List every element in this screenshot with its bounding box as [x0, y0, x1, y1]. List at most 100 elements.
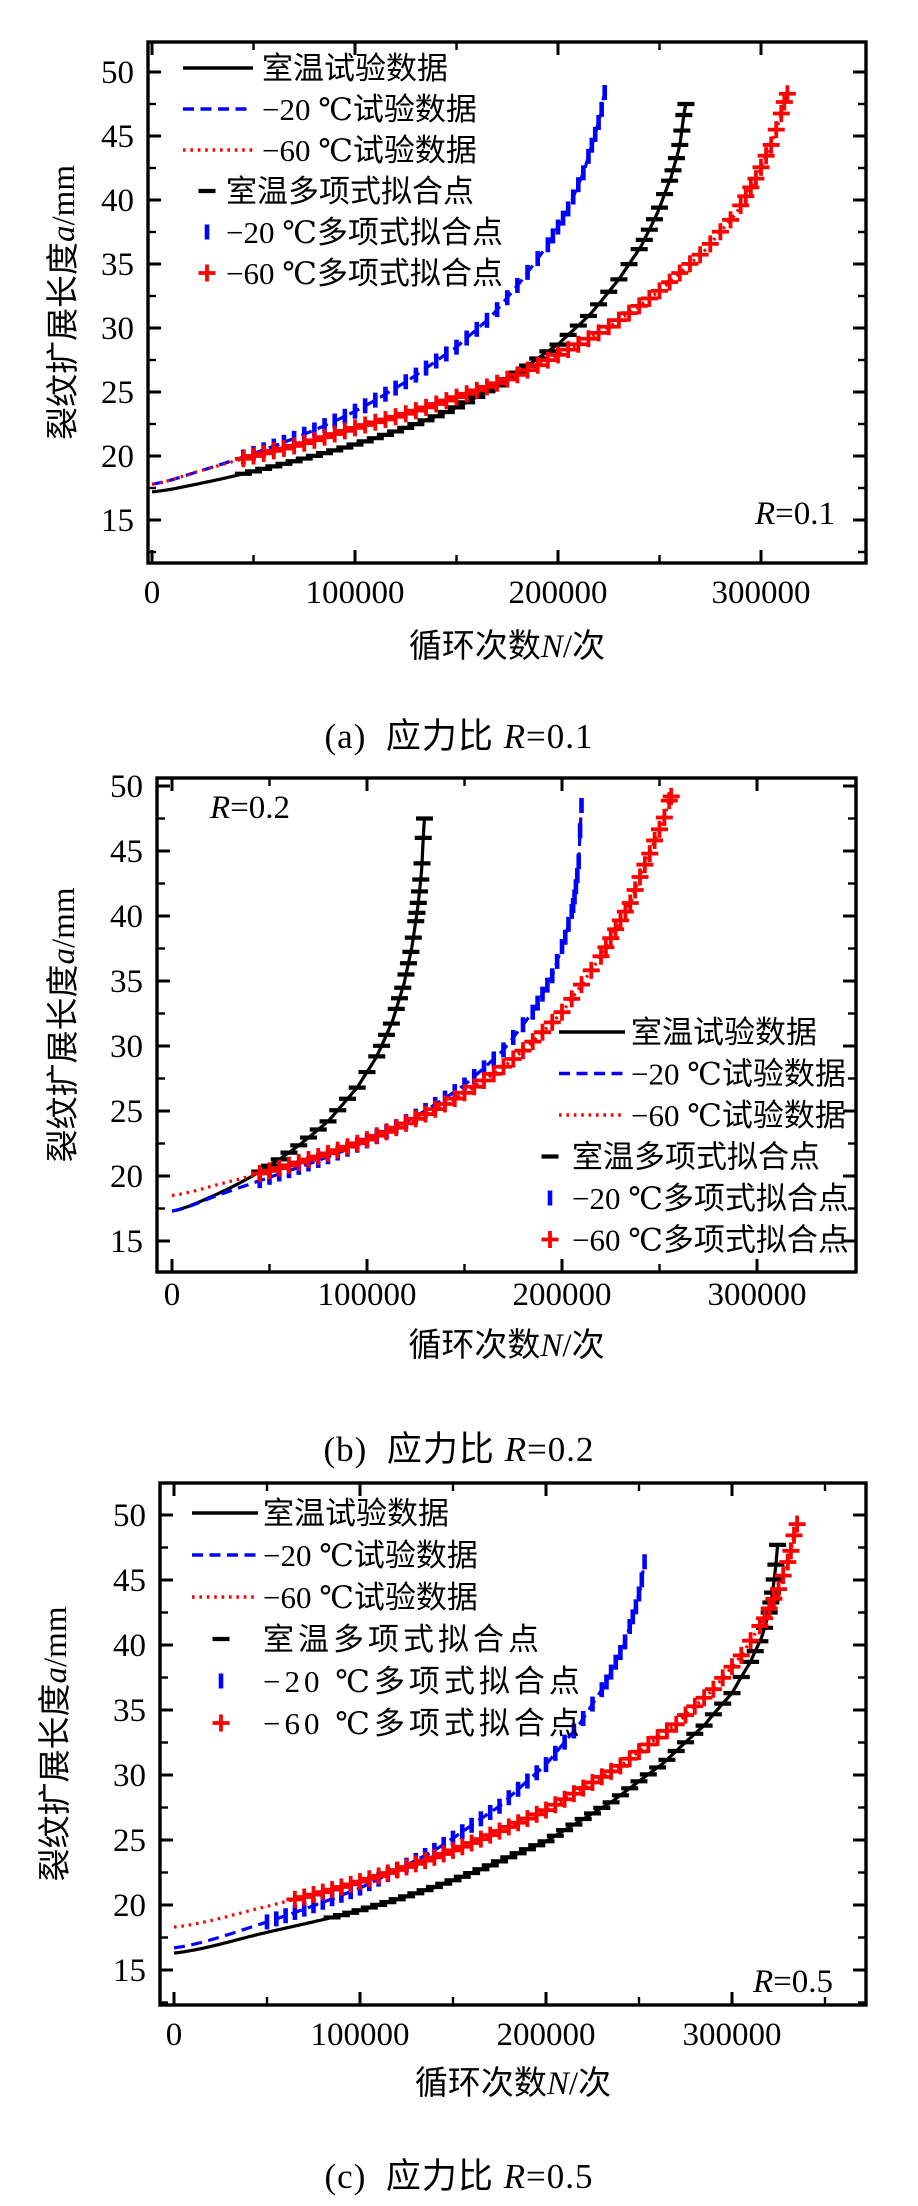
legend-item-label: −20 ℃多项式拟合点 — [263, 1664, 584, 1699]
x-tick-label-part: 300000 — [708, 1277, 807, 1313]
y-tick-label: 15 — [113, 1953, 146, 1989]
x-axis-title-part: /次 — [562, 1327, 604, 1364]
x-axis-title: 循环次数N/次 — [409, 628, 605, 665]
x-axis-title-part: N — [539, 1328, 564, 1364]
x-tick-label-part: 100000 — [318, 1277, 417, 1313]
chart-a-caption: (a) 应力比 R=0.1 — [0, 708, 918, 759]
y-tick-label: 25 — [113, 1823, 146, 1859]
legend-item-label: −20 ℃多项式拟合点 — [226, 215, 503, 250]
x-tick-label: 200000 — [513, 1277, 612, 1313]
legend-item-label-part: −20 ℃多项式拟合点 — [572, 1181, 849, 1216]
chart-c-caption: (c) 应力比 R=0.5 — [0, 2148, 918, 2199]
x-tick-label-part: 200000 — [509, 575, 608, 611]
y-tick-label: 45 — [101, 119, 134, 155]
x-tick-label-part: 300000 — [683, 2017, 782, 2053]
y-axis-title: 裂纹扩展长度a/mm — [45, 165, 82, 440]
legend-item-label: −20 ℃多项式拟合点 — [572, 1181, 849, 1216]
legend-item-label: 室温试验数据 — [262, 51, 448, 86]
y-tick-label: 40 — [101, 183, 134, 219]
y-axis-title: 裂纹扩展长度a/mm — [45, 887, 82, 1162]
x-tick-label-part: 0 — [166, 2017, 183, 2053]
y-axis-title-part: a — [46, 948, 82, 965]
x-tick-label: 300000 — [683, 2017, 782, 2053]
stress-ratio-annotation: R=0.2 — [209, 790, 290, 826]
x-axis-title-part: /次 — [569, 2065, 611, 2102]
legend-item-label-part: 室温多项式拟合点 — [572, 1140, 820, 1175]
x-tick-label: 0 — [166, 2017, 183, 2053]
legend-item-label: 室温试验数据 — [631, 1015, 817, 1050]
fit-markers-4 — [257, 798, 584, 1189]
x-tick-label-part: 0 — [144, 575, 161, 611]
y-tick-label: 20 — [110, 1159, 143, 1195]
y-tick-label-part: 40 — [101, 183, 134, 219]
stress-ratio-annotation-part: =0.1 — [775, 496, 835, 532]
chart-b-caption: (b) 应力比 R=0.2 — [0, 1421, 918, 1472]
y-tick-label: 40 — [110, 899, 143, 935]
x-tick-label: 300000 — [712, 575, 811, 611]
legend-item-label: −60 ℃多项式拟合点 — [572, 1223, 849, 1258]
x-tick-label: 100000 — [318, 1277, 417, 1313]
legend-item-label-part: −60 ℃多项式拟合点 — [226, 256, 503, 291]
y-tick-label-part: 20 — [110, 1159, 143, 1195]
y-tick-label-part: 15 — [110, 1224, 143, 1260]
plot-border — [158, 1481, 868, 2007]
legend-item-label: −20 ℃试验数据 — [631, 1057, 846, 1092]
y-tick-label: 45 — [110, 834, 143, 870]
chart-a-svg: 0 100000 200000 300000 15 20 25 30 35 40 45 50 室温试验数… — [45, 40, 868, 665]
legend-item-label-part: −20 ℃试验数据 — [262, 92, 477, 127]
x-tick-label: 200000 — [497, 2017, 596, 2053]
legend-item-label-part: −20 ℃试验数据 — [263, 1538, 478, 1573]
y-tick-label: 50 — [101, 55, 134, 91]
y-axis-title-part: /mm — [46, 165, 82, 226]
legend-item-label-part: −20 ℃多项式拟合点 — [263, 1664, 584, 1699]
y-axis-title-part: 裂纹扩展长度 — [45, 242, 82, 440]
x-tick-label-part: 200000 — [497, 2017, 596, 2053]
y-tick-label-part: 40 — [113, 1628, 146, 1664]
x-axis-title: 循环次数N/次 — [408, 1327, 604, 1364]
x-axis-title-part: 循环次数 — [408, 1327, 540, 1364]
x-tick-label: 0 — [164, 1277, 181, 1313]
series-line-1 — [171, 805, 584, 1213]
legend-item-label-part: 室温试验数据 — [631, 1015, 817, 1050]
legend-item-label: −60 ℃试验数据 — [263, 1580, 478, 1615]
y-tick-label-part: 45 — [101, 119, 134, 155]
y-tick-label-part: 50 — [113, 1498, 146, 1534]
y-tick-label: 45 — [113, 1563, 146, 1599]
y-tick-label-part: 25 — [101, 375, 134, 411]
y-tick-label: 25 — [101, 375, 134, 411]
y-tick-label: 35 — [101, 247, 134, 283]
y-tick-label: 20 — [113, 1888, 146, 1924]
plot-border — [155, 776, 858, 1274]
y-tick-label: 25 — [110, 1094, 143, 1130]
x-tick-label: 100000 — [306, 575, 405, 611]
x-tick-label-part: 100000 — [306, 575, 405, 611]
y-axis-title-part: /mm — [38, 1606, 74, 1667]
y-tick-label-part: 40 — [110, 899, 143, 935]
caption-c-prefix: (c) 应力比 — [324, 2157, 504, 2196]
caption-b-prefix: (b) 应力比 — [323, 1430, 505, 1469]
legend-item-label-part: −60 ℃多项式拟合点 — [572, 1223, 849, 1258]
stress-ratio-annotation-part: R — [209, 790, 230, 826]
legend-item-label: 室温试验数据 — [263, 1496, 449, 1531]
y-tick-label: 20 — [101, 439, 134, 475]
legend-item-label: 室温多项式拟合点 — [226, 174, 474, 209]
x-tick-label: 300000 — [708, 1277, 807, 1313]
x-axis-title-part: /次 — [563, 628, 605, 665]
y-tick-label: 15 — [110, 1224, 143, 1260]
x-tick-label-part: 0 — [164, 1277, 181, 1313]
x-tick-label: 200000 — [509, 575, 608, 611]
legend-item-label-part: −20 ℃试验数据 — [631, 1057, 846, 1092]
legend-item-label-part: −60 ℃试验数据 — [262, 133, 477, 168]
caption-c-var: R — [503, 2157, 526, 2196]
fit-markers-4 — [241, 84, 607, 465]
legend-item-label-part: −60 ℃多项式拟合点 — [263, 1706, 584, 1741]
y-tick-label-part: 15 — [101, 503, 134, 539]
legend-item-label-part: 室温多项式拟合点 — [226, 174, 474, 209]
x-tick-label: 0 — [144, 575, 161, 611]
legend-item-label: −60 ℃试验数据 — [631, 1098, 846, 1133]
stress-ratio-annotation: R=0.5 — [752, 1964, 833, 2000]
y-tick-label-part: 50 — [101, 55, 134, 91]
y-tick-label-part: 45 — [110, 834, 143, 870]
stress-ratio-annotation-part: =0.2 — [230, 790, 290, 826]
